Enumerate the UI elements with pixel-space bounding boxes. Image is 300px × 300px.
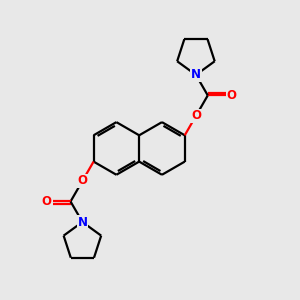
- Text: O: O: [226, 89, 236, 102]
- Text: O: O: [191, 110, 201, 122]
- Text: O: O: [77, 175, 87, 188]
- Text: N: N: [191, 68, 201, 81]
- Text: N: N: [77, 215, 87, 229]
- Text: O: O: [42, 195, 52, 208]
